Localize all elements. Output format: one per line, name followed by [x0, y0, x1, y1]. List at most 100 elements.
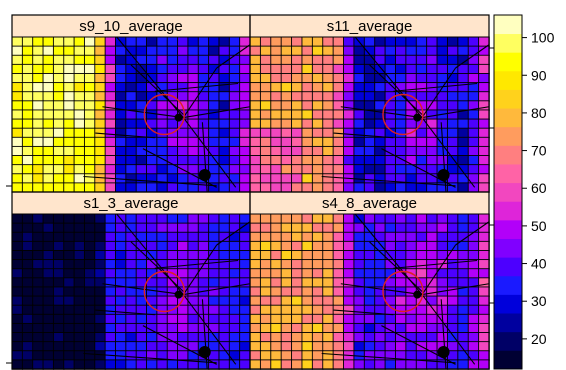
- heatmap-cell: [115, 155, 127, 166]
- heatmap-cell: [457, 173, 469, 184]
- heatmap-cell: [166, 54, 179, 66]
- heatmap-cell: [239, 91, 251, 102]
- heatmap-cell: [83, 63, 96, 75]
- heatmap-cell: [301, 259, 314, 270]
- heatmap-cell: [405, 73, 418, 84]
- heatmap-cell: [457, 359, 469, 370]
- heatmap-cell: [343, 45, 355, 56]
- heatmap-cell: [104, 91, 117, 102]
- heatmap-cell: [374, 173, 386, 184]
- heatmap-cell: [270, 45, 282, 56]
- heatmap-cell: [11, 359, 24, 370]
- panel-2: s11_average: [249, 14, 490, 193]
- heatmap-cell: [52, 100, 65, 111]
- heatmap-cell: [426, 322, 438, 334]
- heatmap-cell: [83, 136, 96, 148]
- heatmap-cell: [218, 136, 231, 148]
- heatmap-cell: [478, 127, 490, 139]
- heatmap-cell: [187, 213, 200, 224]
- heatmap-cell: [363, 54, 376, 66]
- heatmap-cell: [42, 341, 55, 352]
- heatmap-cell: [11, 182, 24, 193]
- heatmap-cell: [239, 304, 251, 316]
- heatmap-cell: [239, 277, 251, 288]
- heatmap-cell: [115, 145, 127, 157]
- heatmap-cell: [83, 240, 96, 252]
- heatmap-cell: [384, 359, 397, 370]
- heatmap-cell: [94, 295, 106, 306]
- heatmap-cell: [104, 313, 117, 325]
- heatmap-cell: [208, 259, 220, 270]
- heatmap-cell: [32, 350, 44, 361]
- heatmap-cell: [104, 136, 117, 148]
- heatmap-cell: [301, 268, 314, 279]
- heatmap-cell: [11, 63, 24, 75]
- heatmap-cell: [21, 213, 34, 224]
- heatmap-cell: [270, 182, 282, 193]
- heatmap-cell: [239, 164, 251, 175]
- heatmap-cell: [322, 359, 334, 370]
- heatmap-cell: [73, 118, 86, 129]
- heatmap-cell: [197, 118, 210, 129]
- heatmap-cell: [42, 173, 55, 184]
- heatmap-cell: [478, 350, 490, 361]
- heatmap-cell: [249, 100, 262, 111]
- heatmap-cell: [457, 145, 469, 157]
- heatmap-cell: [415, 73, 428, 84]
- heatmap-cell: [332, 259, 345, 270]
- heatmap-cells: [11, 36, 251, 193]
- heatmap-cell: [125, 36, 137, 47]
- heatmap-cell: [156, 231, 168, 243]
- heatmap-cell: [63, 63, 75, 75]
- heatmap-cell: [249, 182, 262, 193]
- heatmap-cell: [239, 240, 251, 252]
- heatmap-cell: [353, 332, 366, 343]
- heatmap-cell: [457, 91, 469, 102]
- heatmap-cell: [166, 322, 179, 334]
- heatmap-cell: [104, 332, 117, 343]
- heatmap-cell: [208, 118, 220, 129]
- heatmap-cell: [291, 91, 303, 102]
- heatmap-cell: [197, 213, 210, 224]
- heatmap-cell: [280, 82, 293, 93]
- road-overlay: [83, 36, 251, 193]
- heatmap-cell: [259, 45, 272, 56]
- heatmap-cell: [301, 359, 314, 370]
- colorkey-tick-label: 20: [531, 331, 547, 347]
- heatmap-cell: [239, 231, 251, 243]
- road-line: [369, 241, 423, 292]
- junction-marker: [413, 290, 422, 299]
- heatmap-cell: [353, 155, 366, 166]
- heatmap-cell: [156, 36, 168, 47]
- heatmap-cell: [94, 118, 106, 129]
- heatmap-cell: [94, 240, 106, 252]
- heatmap-cell: [446, 145, 459, 157]
- heatmap-cell: [259, 332, 272, 343]
- heatmap-cell: [301, 91, 314, 102]
- heatmap-cell: [478, 118, 490, 129]
- heatmap-cell: [239, 155, 251, 166]
- heatmap-cell: [135, 164, 148, 175]
- heatmap-cell: [270, 350, 282, 361]
- heatmap-cell: [280, 277, 293, 288]
- road-line: [83, 175, 217, 187]
- heatmap-cell: [156, 136, 168, 148]
- heatmap-cell: [467, 182, 480, 193]
- heatmap-cell: [104, 118, 117, 129]
- heatmap-cell: [280, 118, 293, 129]
- heatmap-cell: [478, 82, 490, 93]
- heatmap-cell: [52, 164, 65, 175]
- heatmap-cell: [478, 73, 490, 84]
- heatmap-cell: [83, 173, 96, 184]
- heatmap-cell: [156, 45, 168, 56]
- heatmap-cell: [11, 36, 24, 47]
- heatmap-cell: [83, 350, 96, 361]
- heatmap-cell: [135, 182, 148, 193]
- heatmap-cell: [52, 145, 65, 157]
- heatmap-cell: [353, 304, 366, 316]
- heatmap-cell: [104, 73, 117, 84]
- heatmap-cell: [63, 82, 75, 93]
- heatmap-cell: [94, 155, 106, 166]
- heatmap-cell: [259, 63, 272, 75]
